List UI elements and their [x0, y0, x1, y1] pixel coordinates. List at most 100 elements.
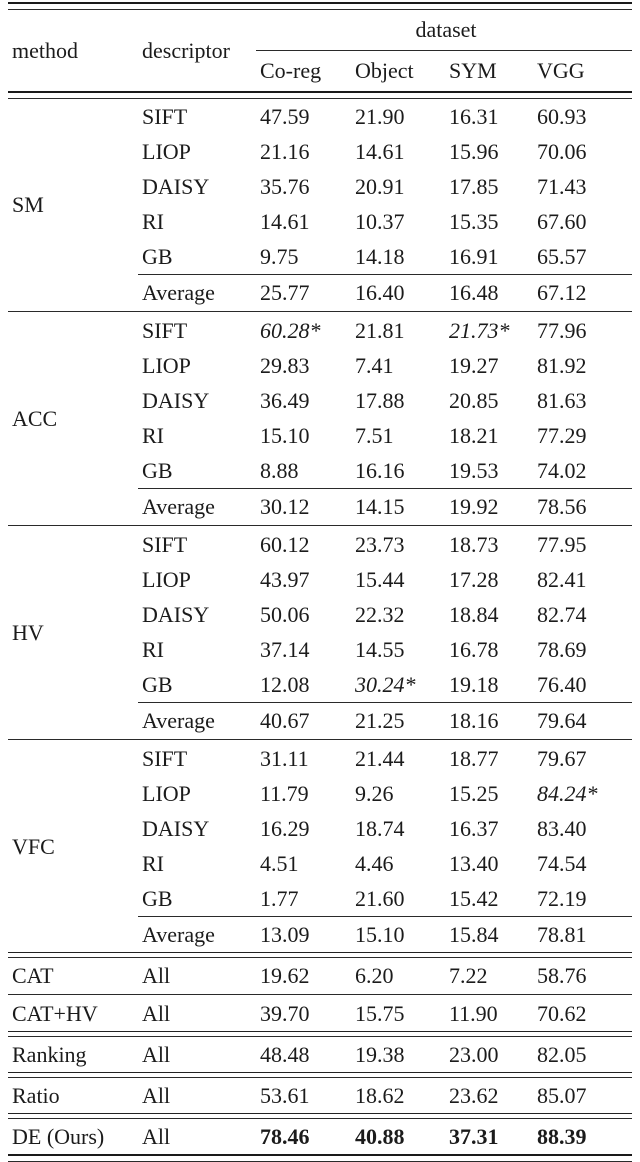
- descriptor-cell: All: [142, 1083, 171, 1108]
- value-cell: 16.16: [355, 458, 405, 483]
- value-cell: 6.20: [355, 963, 394, 988]
- table-row: Ratio All 53.61 18.62 23.62 85.07: [8, 1078, 632, 1113]
- double-heavy-rule: [8, 1154, 632, 1162]
- descriptor-cell: DAISY: [142, 388, 210, 413]
- value-cell: 23.73: [355, 532, 405, 557]
- value-cell: 85.07: [537, 1083, 587, 1108]
- value-cell: 60.93: [537, 104, 587, 129]
- table-row: GB 9.75 14.18 16.91 65.57: [8, 239, 632, 275]
- descriptor-cell: RI: [142, 637, 164, 662]
- table-row: GB 8.88 16.16 19.53 74.02: [8, 453, 632, 489]
- value-cell: 53.61: [260, 1083, 310, 1108]
- value-cell: 60.12: [260, 532, 310, 557]
- value-cell: 15.42: [449, 886, 499, 911]
- value-cell: 78.69: [537, 637, 587, 662]
- value-cell: 43.97: [260, 567, 310, 592]
- value-cell: 7.41: [355, 353, 394, 378]
- header-method: method: [12, 37, 78, 63]
- value-cell: 15.96: [449, 139, 499, 164]
- value-cell: 7.51: [355, 423, 394, 448]
- descriptor-cell: LIOP: [142, 567, 191, 592]
- value-cell: 15.75: [355, 1001, 405, 1026]
- value-cell: 7.22: [449, 963, 488, 988]
- value-cell: 81.92: [537, 353, 587, 378]
- table-row: ACC SIFT 60.28* 21.81 21.73* 77.96: [8, 313, 632, 431]
- value-cell: 30.24*: [355, 672, 416, 697]
- value-cell: 78.81: [533, 916, 632, 952]
- table-body: SM SIFT 47.59 21.90 16.31 60.93 LIOP 21.16 14.61…: [8, 99, 632, 1162]
- value-cell: 40.88: [355, 1124, 405, 1149]
- value-cell: 14.61: [355, 139, 405, 164]
- value-cell: 67.12: [533, 274, 632, 310]
- single-rule: [8, 739, 632, 740]
- table-row: LIOP 43.97 15.44 17.28 82.41: [8, 562, 632, 597]
- value-cell: 14.18: [355, 244, 405, 269]
- rule-after-group: [8, 524, 632, 527]
- value-cell: 50.06: [260, 602, 310, 627]
- table-row: CAT+HV All 39.70 15.75 11.90 70.62: [8, 996, 632, 1031]
- value-cell: 15.10: [260, 423, 310, 448]
- value-cell: 19.18: [449, 672, 499, 697]
- method-cell: ACC: [12, 406, 58, 431]
- descriptor-cell: Average: [138, 702, 256, 738]
- value-cell: 77.96: [537, 318, 587, 343]
- value-cell: 60.28*: [260, 318, 321, 343]
- value-cell: 21.73*: [449, 318, 510, 343]
- results-table: method descriptor dataset Co-reg Object …: [8, 2, 632, 1162]
- method-cell: DE (Ours): [12, 1124, 105, 1149]
- descriptor-cell: DAISY: [142, 602, 210, 627]
- value-cell: 14.61: [260, 209, 310, 234]
- value-cell: 82.41: [537, 567, 587, 592]
- value-cell: 16.31: [449, 104, 499, 129]
- table-row: VFC SIFT 31.11 21.44 18.77 79.67: [8, 741, 632, 859]
- double-rule: [8, 1113, 632, 1119]
- single-rule: [8, 994, 632, 995]
- value-cell: 8.88: [260, 458, 299, 483]
- double-rule: [8, 1072, 632, 1078]
- value-cell: 29.83: [260, 353, 310, 378]
- value-cell: 13.40: [449, 851, 499, 876]
- value-cell: 16.37: [449, 816, 499, 841]
- value-cell: 83.40: [537, 816, 587, 841]
- descriptor-cell: Average: [138, 916, 256, 952]
- value-cell: 78.46: [260, 1124, 310, 1149]
- value-cell: 15.25: [449, 781, 499, 806]
- descriptor-cell: GB: [142, 672, 173, 697]
- value-cell: 81.63: [537, 388, 587, 413]
- rule-after-group: [8, 738, 632, 741]
- descriptor-cell: DAISY: [142, 816, 210, 841]
- header-descriptor: descriptor: [142, 37, 230, 63]
- value-cell: 13.09: [256, 916, 351, 952]
- value-cell: 15.44: [355, 567, 405, 592]
- value-cell: 16.48: [445, 274, 533, 310]
- value-cell: 18.21: [449, 423, 499, 448]
- value-cell: 23.62: [449, 1083, 499, 1108]
- header-dataset-sym: SYM: [449, 58, 497, 83]
- value-cell: 17.28: [449, 567, 499, 592]
- value-cell: 11.90: [449, 1001, 498, 1026]
- descriptor-cell: LIOP: [142, 781, 191, 806]
- header-row-2: Co-reg Object SYM VGG: [8, 51, 632, 92]
- double-rule: [8, 1031, 632, 1037]
- value-cell: 72.19: [537, 886, 587, 911]
- value-cell: 71.43: [537, 174, 587, 199]
- table-row: DAISY 35.76 20.91 17.85 71.43: [8, 169, 632, 204]
- value-cell: 37.31: [449, 1124, 499, 1149]
- table-header: method descriptor dataset Co-reg Object …: [8, 2, 632, 99]
- value-cell: 70.06: [537, 139, 587, 164]
- method-cell: SM: [12, 192, 44, 217]
- descriptor-cell: All: [142, 963, 171, 988]
- value-cell: 74.02: [537, 458, 587, 483]
- value-cell: 21.60: [355, 886, 405, 911]
- value-cell: 21.25: [351, 702, 445, 738]
- table-row: RI 4.51 4.46 13.40 74.54: [8, 846, 632, 881]
- value-cell: 17.85: [449, 174, 499, 199]
- rule-after-footer-row: [8, 1113, 632, 1119]
- value-cell: 4.51: [260, 851, 299, 876]
- table-row: Average 25.77 16.40 16.48 67.12: [8, 274, 632, 310]
- value-cell: 16.40: [351, 274, 445, 310]
- value-cell: 10.37: [355, 209, 405, 234]
- value-cell: 17.88: [355, 388, 405, 413]
- value-cell: 19.38: [355, 1042, 405, 1067]
- table-row: DAISY 16.29 18.74 16.37 83.40: [8, 811, 632, 846]
